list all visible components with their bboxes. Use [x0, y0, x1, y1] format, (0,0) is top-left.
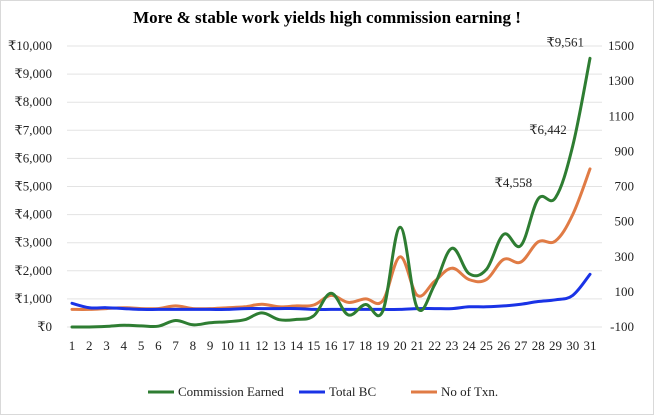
x-tick-label: 3: [103, 338, 110, 353]
x-tick-label: 27: [514, 338, 528, 353]
x-tick-label: 11: [238, 338, 251, 353]
x-tick-label: 30: [566, 338, 579, 353]
x-tick-label: 8: [190, 338, 197, 353]
left-tick-label: ₹7,000: [14, 122, 52, 137]
x-tick-label: 22: [428, 338, 441, 353]
x-axis: 1 2 3 4 5 6 7 8 9 10 11 12 13 14 15 16 17 18 19 20 21 22 23 24 2…: [69, 338, 597, 353]
x-tick-label: 25: [480, 338, 493, 353]
right-tick-label: 100: [615, 284, 635, 299]
left-tick-label: ₹4,000: [14, 207, 52, 222]
x-tick-label: 4: [121, 338, 128, 353]
x-tick-label: 28: [532, 338, 545, 353]
left-tick-label: ₹6,000: [14, 150, 52, 165]
x-tick-label: 17: [342, 338, 356, 353]
left-tick-label: ₹9,000: [14, 66, 52, 81]
data-labels: ₹4,558 ₹6,442 ₹9,561: [495, 34, 584, 190]
x-tick-label: 23: [445, 338, 458, 353]
data-label: ₹6,442: [529, 122, 567, 137]
series-line-commission-earned: [70, 56, 592, 329]
left-tick-label: ₹2,000: [14, 263, 52, 278]
x-tick-label: 7: [172, 338, 179, 353]
right-tick-label: 1300: [608, 73, 634, 88]
data-label: ₹4,558: [495, 175, 533, 190]
left-tick-label: ₹5,000: [14, 179, 52, 194]
right-tick-label: 900: [615, 143, 635, 158]
x-tick-label: 29: [549, 338, 562, 353]
right-tick-label: 700: [615, 179, 635, 194]
left-tick-label: ₹0: [37, 319, 52, 334]
right-tick-label: 1100: [608, 108, 634, 123]
legend-label: Total BC: [329, 384, 376, 399]
left-axis: ₹0 ₹1,000 ₹2,000 ₹3,000 ₹4,000 ₹5,000 ₹6,000 ₹7…: [8, 38, 52, 334]
chart-title: More & stable work yields high commissio…: [133, 8, 521, 27]
legend: Commission Earned Total BC No of Txn.: [148, 384, 498, 399]
x-tick-label: 21: [411, 338, 424, 353]
x-tick-label: 1: [69, 338, 76, 353]
x-tick-label: 24: [463, 338, 477, 353]
x-tick-label: 14: [290, 338, 304, 353]
x-tick-label: 20: [394, 338, 407, 353]
x-tick-label: 26: [497, 338, 511, 353]
left-tick-label: ₹10,000: [8, 38, 52, 53]
x-tick-label: 9: [207, 338, 214, 353]
x-tick-label: 31: [584, 338, 597, 353]
right-tick-label: 1500: [608, 38, 634, 53]
legend-label: No of Txn.: [441, 384, 498, 399]
x-tick-label: 6: [155, 338, 162, 353]
series-lines: [70, 56, 592, 329]
right-tick-label: 300: [615, 249, 635, 264]
left-tick-label: ₹3,000: [14, 235, 52, 250]
left-tick-label: ₹1,000: [14, 291, 52, 306]
data-label: ₹9,561: [546, 34, 584, 49]
right-axis: -100 100 300 500 700 900 1100 1300 1500: [608, 38, 634, 334]
x-tick-label: 2: [86, 338, 93, 353]
legend-label: Commission Earned: [178, 384, 284, 399]
left-tick-label: ₹8,000: [14, 94, 52, 109]
x-tick-label: 12: [255, 338, 268, 353]
right-tick-label: -100: [610, 319, 634, 334]
x-tick-label: 15: [307, 338, 320, 353]
x-tick-label: 13: [273, 338, 286, 353]
series-line-total-bc: [70, 272, 592, 311]
x-tick-label: 16: [325, 338, 339, 353]
right-tick-label: 500: [615, 214, 635, 229]
x-tick-label: 18: [359, 338, 372, 353]
x-tick-label: 10: [221, 338, 234, 353]
x-tick-label: 5: [138, 338, 145, 353]
x-tick-label: 19: [376, 338, 389, 353]
